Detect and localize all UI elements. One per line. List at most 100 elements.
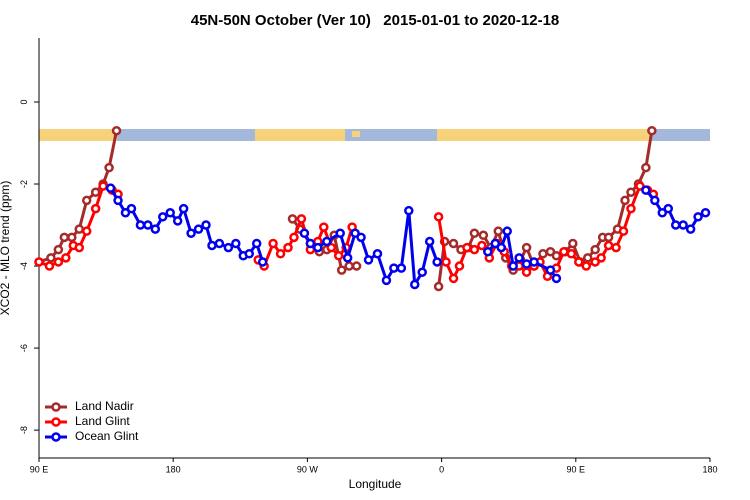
point [313, 242, 323, 253]
point [566, 248, 577, 259]
y-axis-label: XCO2 - MLO trend (ppm) [0, 181, 12, 316]
point [603, 232, 614, 243]
point [90, 187, 101, 197]
point [545, 265, 556, 275]
point [326, 242, 337, 253]
point [641, 162, 651, 173]
point [432, 257, 442, 267]
point [105, 183, 116, 193]
point [81, 226, 92, 236]
point [126, 203, 137, 214]
point [344, 261, 354, 271]
y-tick-label: -4 [19, 262, 29, 270]
point [483, 246, 493, 257]
point [44, 261, 55, 271]
point [663, 203, 673, 214]
point [590, 257, 600, 267]
point [581, 261, 591, 271]
point [244, 248, 254, 259]
point [214, 238, 225, 249]
point [74, 242, 85, 253]
point [81, 195, 92, 206]
x-tick-label: 0 [439, 464, 444, 474]
point [34, 257, 44, 267]
point [135, 220, 146, 230]
point [496, 242, 506, 253]
point [551, 273, 562, 284]
point [477, 240, 487, 251]
point [678, 220, 688, 230]
point [372, 248, 383, 259]
point [283, 242, 293, 253]
point [201, 220, 211, 230]
point [635, 181, 645, 191]
x-tick-label: 180 [702, 464, 717, 474]
point [502, 226, 512, 236]
point [469, 228, 480, 238]
legend-marker [51, 417, 61, 427]
y-tick-label: -2 [19, 180, 29, 188]
point [61, 253, 71, 263]
x-tick-label: 90 W [297, 464, 319, 474]
point [333, 251, 344, 261]
point [356, 232, 366, 243]
point [620, 195, 630, 206]
legend-marker [51, 432, 61, 442]
point [178, 203, 189, 214]
point [424, 236, 435, 247]
point [193, 224, 204, 234]
point [545, 246, 556, 257]
point [462, 242, 472, 253]
point [433, 281, 444, 292]
point [685, 224, 696, 234]
point [257, 257, 268, 267]
point [469, 244, 480, 255]
x-tick-label: 90 E [567, 464, 586, 474]
point [389, 263, 399, 273]
point [381, 275, 392, 286]
point [120, 207, 131, 218]
point [74, 224, 85, 234]
point [299, 228, 310, 238]
point [165, 207, 175, 218]
point [521, 267, 532, 277]
point [90, 203, 101, 214]
point [441, 257, 451, 267]
point [626, 187, 636, 197]
point [417, 267, 427, 277]
point [98, 181, 108, 191]
point [596, 253, 606, 263]
x-axis-label: Longitude [349, 477, 402, 491]
point [67, 232, 77, 243]
series-line [109, 187, 707, 287]
chart-title: 45N-50N October (Ver 10) 2015-01-01 to 2… [191, 12, 560, 29]
point [490, 238, 501, 249]
legend-marker [51, 402, 61, 412]
y-tick-label: 0 [19, 99, 29, 104]
point [538, 248, 548, 259]
land-band [255, 129, 345, 141]
point [508, 261, 518, 271]
legend-label: Land Glint [75, 414, 130, 428]
point [521, 259, 532, 269]
land-band [352, 131, 360, 137]
point [700, 207, 711, 218]
point [641, 185, 651, 195]
point [448, 273, 459, 284]
point [53, 244, 64, 255]
point [251, 238, 262, 249]
point [650, 195, 660, 206]
point [275, 248, 286, 259]
point [514, 253, 524, 263]
point [53, 257, 64, 267]
point [336, 265, 347, 275]
point [363, 255, 374, 265]
point [693, 212, 703, 222]
point [46, 253, 56, 263]
point [657, 207, 668, 218]
point [296, 214, 307, 224]
point [454, 261, 465, 271]
point [618, 226, 629, 236]
point [521, 242, 532, 253]
